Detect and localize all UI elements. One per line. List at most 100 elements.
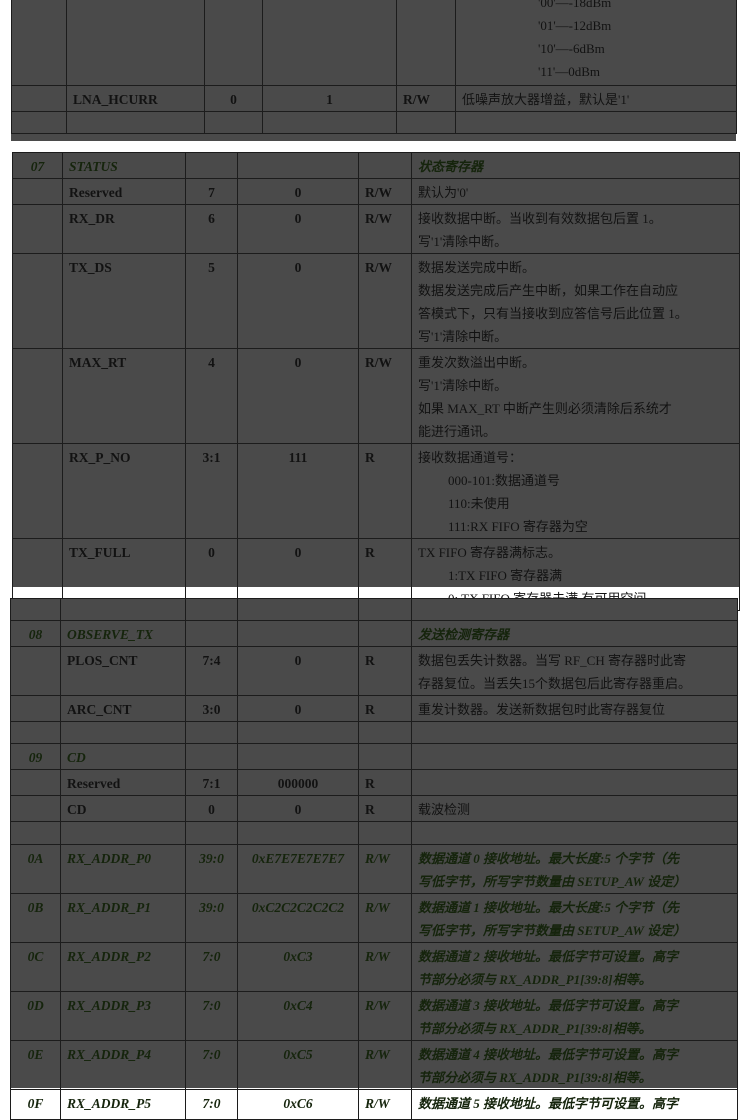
- description-line: 1:TX FIFO 寄存器满: [448, 568, 563, 583]
- address-cell: [12, 204, 63, 254]
- address-cell: [11, 111, 67, 134]
- access-cell: R/W: [358, 893, 412, 943]
- address-cell: [10, 695, 61, 722]
- register-table: 08 OBSERVE_TX 发送检测寄存器 PLOS_CNT 7:4 0 R 数据包丢失计数器…: [10, 598, 738, 1120]
- register-name-cell: RX_DR: [62, 204, 186, 254]
- description-line: 数据包丢失计数器。当写 RF_CH 寄存器时此寄: [418, 653, 686, 668]
- description-cell: [411, 721, 738, 744]
- access-cell: [358, 152, 412, 179]
- description-cell: 数据通道 0 接收地址。最大长度:5 个字节（先 写低字节，所写字节数量由 SET…: [411, 844, 738, 894]
- table-row: 08 OBSERVE_TX 发送检测寄存器: [10, 620, 738, 647]
- bits-cell: 39:0: [185, 844, 238, 894]
- access-cell: [358, 620, 412, 647]
- access-cell: R/W: [358, 942, 412, 992]
- access-cell: [358, 598, 412, 621]
- reset-value-cell: [237, 743, 359, 770]
- description-line: 写'1'清除中断。: [418, 329, 508, 344]
- bits-cell: 6: [185, 204, 238, 254]
- description-cell: [411, 769, 738, 796]
- access-cell: R/W: [358, 178, 412, 205]
- bits-cell: [185, 598, 238, 621]
- table-row: Reserved 7 0 R/W 默认为'0': [12, 178, 740, 205]
- bits-cell: 7:0: [185, 942, 238, 992]
- description-line: 存器复位。当丢失15个数据包后此寄存器重启。: [418, 676, 692, 691]
- access-cell: R: [358, 443, 412, 539]
- description-line: 数据通道 3 接收地址。最低字节可设置。高字: [418, 998, 679, 1013]
- table-row: RX_P_NO 3:1 111 R 接收数据通道号： 000-101:数据通道号 110:未…: [12, 443, 740, 539]
- register-name-cell: MAX_RT: [62, 348, 186, 444]
- register-name-cell: CD: [60, 795, 186, 822]
- description-cell: [411, 743, 738, 770]
- access-cell: R/W: [358, 991, 412, 1041]
- description-cell: 载波检测: [411, 795, 738, 822]
- register-name-cell: [60, 821, 186, 845]
- access-cell: R/W: [358, 1040, 412, 1090]
- address-cell: [10, 598, 61, 621]
- bits-cell: [204, 111, 263, 134]
- bits-cell: 7:0: [185, 991, 238, 1041]
- register-name-cell: RX_ADDR_P5: [60, 1089, 186, 1120]
- bits-cell: [185, 821, 238, 845]
- reset-value-cell: 0xC2C2C2C2C2: [237, 893, 359, 943]
- reset-value-cell: 0: [237, 646, 359, 696]
- description-line: 节部分必须与 RX_ADDR_P1[39:8]相等。: [418, 1021, 652, 1036]
- description-cell: 数据通道 1 接收地址。最大长度:5 个字节（先 写低字节，所写字节数量由 SET…: [411, 893, 738, 943]
- reset-value-cell: [237, 721, 359, 744]
- register-name-cell: RX_ADDR_P3: [60, 991, 186, 1041]
- bits-cell: 7:0: [185, 1089, 238, 1120]
- register-name-cell: CD: [60, 743, 186, 770]
- access-cell: R/W: [396, 85, 456, 112]
- description-line: 000-101:数据通道号: [448, 473, 560, 488]
- description-line: 数据通道 0 接收地址。最大长度:5 个字节（先: [418, 851, 680, 866]
- reset-value-cell: 0xE7E7E7E7E7: [237, 844, 359, 894]
- register-table: 07 STATUS 状态寄存器 Reserved 7 0 R/W 默认为'0' RX_DR 6 0 R…: [12, 152, 740, 611]
- bits-cell: 3:1: [185, 443, 238, 539]
- bits-cell: [185, 620, 238, 647]
- bits-cell: 0: [185, 795, 238, 822]
- reset-value-cell: [237, 821, 359, 845]
- reset-value-cell: 000000: [237, 769, 359, 796]
- description-cell: '00'—-18dBm '01'—-12dBm '10'—-6dBm '11'—0dB…: [455, 0, 737, 86]
- description-cell: 接收数据中断。当收到有效数据包后置 1。 写'1'清除中断。: [411, 204, 740, 254]
- bits-cell: 7:1: [185, 769, 238, 796]
- register-table-status: 07 STATUS 状态寄存器 Reserved 7 0 R/W 默认为'0' RX_DR 6 0 R…: [12, 152, 740, 611]
- register-name-cell: [66, 0, 205, 86]
- table-row: 0F RX_ADDR_P5 7:0 0xC6 R/W 数据通道 5 接收地址。最低字节可设…: [10, 1089, 738, 1120]
- address-cell: 0C: [10, 942, 61, 992]
- address-cell: 0B: [10, 893, 61, 943]
- reset-value-cell: 0xC4: [237, 991, 359, 1041]
- bits-cell: 7:0: [185, 1040, 238, 1090]
- bits-cell: 0: [204, 85, 263, 112]
- description-line: 默认为'0': [418, 185, 469, 200]
- access-cell: [358, 721, 412, 744]
- address-cell: [12, 443, 63, 539]
- description-line: 数据发送完成中断。: [418, 260, 536, 275]
- table-row: TX_DS 5 0 R/W 数据发送完成中断。 数据发送完成后产生中断，如果工作在自动应答…: [12, 253, 740, 349]
- reset-value-cell: 0: [237, 253, 359, 349]
- reset-value-cell: 111: [237, 443, 359, 539]
- description-cell: 重发计数器。发送新数据包时此寄存器复位: [411, 695, 738, 722]
- register-name-cell: ARC_CNT: [60, 695, 186, 722]
- reset-value-cell: [237, 620, 359, 647]
- table-row: 0E RX_ADDR_P4 7:0 0xC5 R/W 数据通道 4 接收地址。最低字节可设…: [10, 1040, 738, 1090]
- table-row: 0A RX_ADDR_P0 39:0 0xE7E7E7E7E7 R/W 数据通道 0 接收…: [10, 844, 738, 894]
- access-cell: R/W: [358, 1089, 412, 1120]
- register-name-cell: RX_ADDR_P4: [60, 1040, 186, 1090]
- description-line: 111:RX FIFO 寄存器为空: [448, 519, 588, 534]
- access-cell: R: [358, 646, 412, 696]
- bits-cell: 7: [185, 178, 238, 205]
- description-line: 能进行通讯。: [418, 424, 497, 439]
- table-row: [11, 111, 737, 134]
- register-name-cell: TX_DS: [62, 253, 186, 349]
- address-cell: 08: [10, 620, 61, 647]
- description-line: 节部分必须与 RX_ADDR_P1[39:8]相等。: [418, 972, 652, 987]
- address-cell: 0A: [10, 844, 61, 894]
- access-cell: [358, 821, 412, 845]
- description-cell: 低噪声放大器增益，默认是'1': [455, 85, 737, 112]
- reset-value-cell: [262, 0, 397, 86]
- description-line: 低噪声放大器增益，默认是'1': [462, 92, 630, 107]
- bits-cell: 3:0: [185, 695, 238, 722]
- description-line: 答模式下，只有当接收到应答信号后此位置 1。: [418, 306, 688, 321]
- description-cell: 状态寄存器: [411, 152, 740, 179]
- bits-cell: 5: [185, 253, 238, 349]
